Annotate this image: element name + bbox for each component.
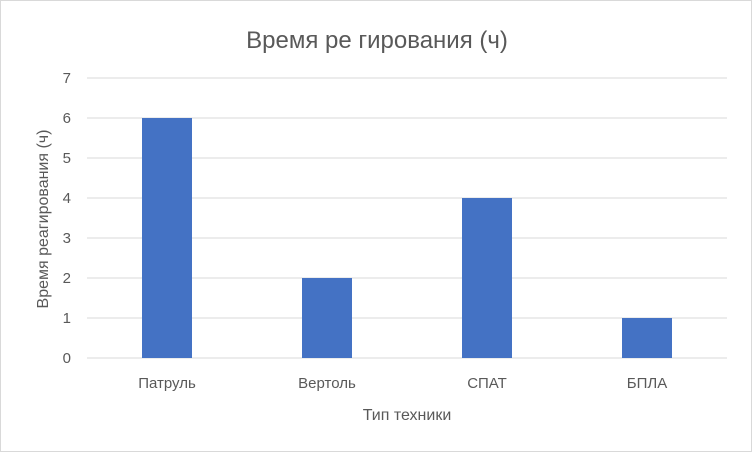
bar-4 xyxy=(622,318,672,358)
x-tick-label: СПАТ xyxy=(467,375,507,392)
x-tick-label: Патруль xyxy=(138,375,196,392)
y-tick-label: 5 xyxy=(63,150,71,167)
y-tick-label: 4 xyxy=(63,190,71,207)
chart-title: Время ре гирования (ч) xyxy=(246,27,508,54)
x-tick-label: БПЛА xyxy=(627,375,667,392)
bar-2 xyxy=(302,278,352,358)
x-tick-label: Вертоль xyxy=(298,375,356,392)
y-tick-label: 3 xyxy=(63,230,71,247)
y-tick-label: 6 xyxy=(63,110,71,127)
x-axis-ticks: Патруль Вертоль СПАТ БПЛА xyxy=(138,375,667,392)
y-tick-label: 0 xyxy=(63,350,71,367)
bar-3 xyxy=(462,198,512,358)
y-tick-label: 1 xyxy=(63,310,71,327)
gridlines xyxy=(87,77,727,359)
bars xyxy=(142,118,672,358)
y-tick-label: 2 xyxy=(63,270,71,287)
y-axis-title: Время реагирования (ч) xyxy=(35,130,52,309)
y-tick-label: 7 xyxy=(63,70,71,87)
bar-1 xyxy=(142,118,192,358)
y-axis-ticks: 0 1 2 3 4 5 6 7 xyxy=(63,70,71,367)
x-axis-title: Тип техники xyxy=(363,407,452,424)
